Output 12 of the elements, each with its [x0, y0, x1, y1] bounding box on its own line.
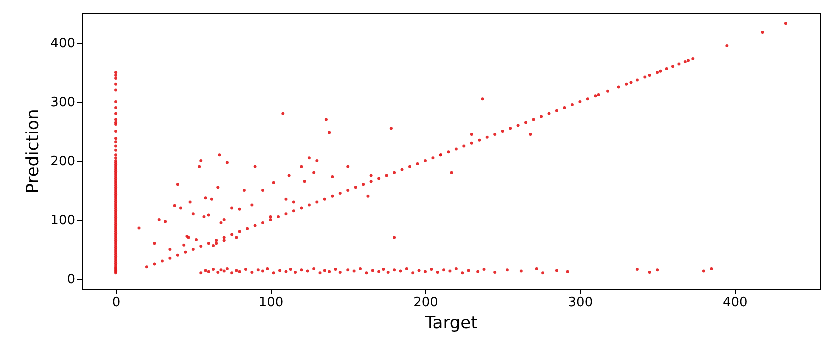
y-tick-label: 300: [50, 96, 76, 111]
y-tick-label: 400: [50, 36, 76, 52]
x-tick-label: 100: [258, 296, 284, 310]
y-tick-label: 100: [50, 214, 76, 228]
x-axis-title: Target: [424, 314, 478, 334]
y-axis-title: Prediction: [24, 109, 44, 194]
x-tick-label: 0: [112, 296, 121, 310]
x-tick-label: 300: [568, 296, 594, 310]
x-tick-label: 400: [722, 296, 748, 310]
y-tick-label: 0: [67, 272, 76, 288]
x-tick-label: 200: [414, 296, 438, 310]
y-tick-label: 200: [50, 154, 76, 170]
